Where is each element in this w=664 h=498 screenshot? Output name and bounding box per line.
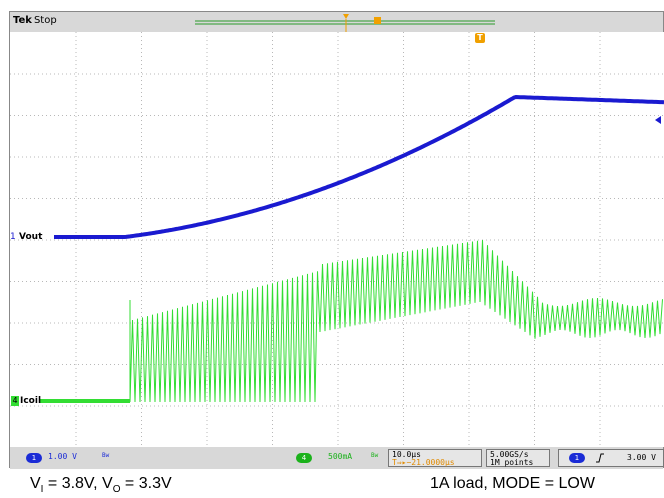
sample-rate: 5.00GS/s (490, 450, 529, 459)
ch1-label: Vout (19, 232, 43, 242)
caption-sub-i: I (40, 484, 44, 496)
trigger-source-indicator: 1 (569, 453, 585, 463)
ch4-ground-marker: 4 (11, 396, 19, 406)
oscilloscope-display: Tek Stop T 1 Vout 4 Icoil 1 1.00 V Bw 4 5… (9, 11, 664, 469)
acquisition-state: Stop (33, 15, 57, 26)
ch1-scale[interactable]: 1.00 V (48, 452, 77, 461)
rising-edge-icon (596, 453, 604, 463)
caption-v1: V (30, 475, 41, 492)
caption-end: = 3.3V (120, 475, 172, 492)
ch1-ground-marker: 1 (10, 232, 16, 242)
ch4-indicator[interactable]: 4 (296, 453, 312, 463)
caption-left: VI = 3.8V, VO = 3.3V (30, 475, 172, 495)
trigger-t-icon (374, 17, 381, 24)
brand-status: Tek Stop (13, 15, 57, 26)
status-bar: Tek Stop (10, 12, 663, 32)
vout-trace (54, 94, 664, 239)
graticule (10, 32, 663, 445)
caption-right: 1A load, MODE = LOW (430, 475, 595, 492)
ch1-offscreen-arrow-icon (655, 116, 661, 124)
waveform-area (40, 94, 664, 403)
waveform-screen: T 1 Vout 4 Icoil (10, 32, 664, 447)
ch4-bw-limit: Bw (371, 452, 379, 459)
ch1-indicator[interactable]: 1 (26, 453, 42, 463)
trigger-level-marker: T (475, 33, 485, 43)
record-length: 1M points (490, 458, 534, 467)
caption-sub-o: O (112, 484, 121, 496)
acquisition-box[interactable]: 5.00GS/s 1M points (486, 449, 550, 467)
trigger-level: 3.00 V (627, 453, 656, 462)
trigger-position: T⇒▸−21.0000µs (392, 458, 455, 467)
timebase-box[interactable]: 10.0µs T⇒▸−21.0000µs (388, 449, 482, 467)
trigger-box[interactable]: 1 3.00 V (558, 449, 664, 467)
ch4-label: Icoil (20, 396, 42, 406)
settings-bar: 1 1.00 V Bw 4 500mA Bw 10.0µs T⇒▸−21.000… (10, 447, 664, 469)
ch1-bw-limit: Bw (102, 452, 110, 459)
trigger-position-icon (343, 14, 349, 19)
record-view-indicator (195, 14, 495, 32)
icoil-trace (129, 239, 663, 403)
ch4-scale[interactable]: 500mA (328, 452, 353, 461)
brand-label: Tek (13, 15, 32, 26)
timebase: 10.0µs (392, 450, 421, 459)
caption-mid: = 3.8V, V (43, 475, 113, 492)
